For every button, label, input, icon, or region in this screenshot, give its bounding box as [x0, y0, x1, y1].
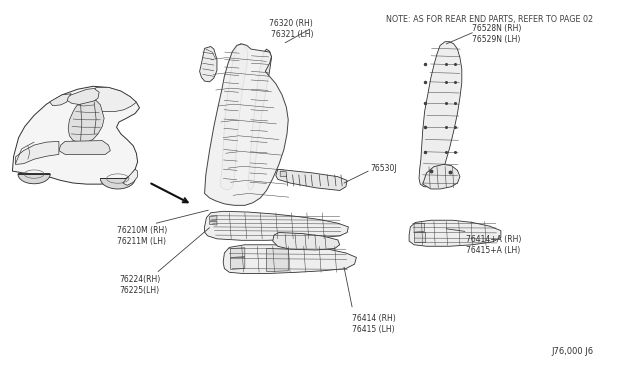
Polygon shape — [49, 94, 71, 106]
Text: 76414+A (RH)
76415+A (LH): 76414+A (RH) 76415+A (LH) — [466, 235, 522, 255]
Polygon shape — [123, 169, 138, 185]
Text: 76528N (RH)
76529N (LH): 76528N (RH) 76529N (LH) — [472, 24, 522, 44]
Polygon shape — [230, 248, 245, 257]
Polygon shape — [87, 87, 136, 112]
Polygon shape — [209, 221, 217, 225]
Polygon shape — [414, 232, 424, 242]
Polygon shape — [276, 169, 347, 190]
Polygon shape — [209, 216, 217, 220]
Polygon shape — [266, 248, 288, 272]
Polygon shape — [12, 86, 140, 184]
Polygon shape — [100, 179, 135, 189]
Text: 76414 (RH)
76415 (LH): 76414 (RH) 76415 (LH) — [352, 314, 396, 334]
Text: NOTE: AS FOR REAR END PARTS, REFER TO PAGE 02: NOTE: AS FOR REAR END PARTS, REFER TO PA… — [386, 15, 593, 24]
Polygon shape — [248, 49, 271, 190]
Text: J76,000 J6: J76,000 J6 — [552, 347, 594, 356]
Text: 76210M (RH)
76211M (LH): 76210M (RH) 76211M (LH) — [116, 226, 167, 246]
Polygon shape — [220, 44, 248, 190]
Polygon shape — [230, 257, 245, 269]
Polygon shape — [59, 141, 110, 154]
Polygon shape — [18, 174, 50, 184]
Polygon shape — [419, 42, 462, 187]
Polygon shape — [15, 141, 59, 164]
Polygon shape — [68, 100, 104, 142]
Text: 76530J: 76530J — [371, 164, 397, 173]
Text: 76320 (RH)
76321 (LH): 76320 (RH) 76321 (LH) — [269, 19, 313, 39]
Polygon shape — [414, 223, 424, 232]
Polygon shape — [200, 46, 217, 82]
Text: 76224(RH)
76225(LH): 76224(RH) 76225(LH) — [119, 275, 160, 295]
Polygon shape — [223, 245, 356, 273]
Polygon shape — [273, 232, 340, 250]
Polygon shape — [423, 164, 460, 189]
Polygon shape — [205, 211, 348, 240]
Polygon shape — [280, 171, 286, 177]
Polygon shape — [409, 220, 501, 246]
Polygon shape — [67, 89, 99, 105]
Polygon shape — [205, 44, 288, 205]
